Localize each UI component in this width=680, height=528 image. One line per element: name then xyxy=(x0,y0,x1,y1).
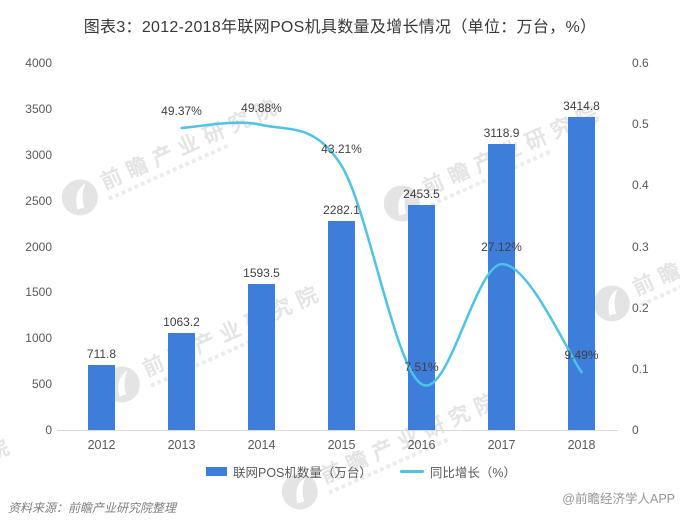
bar-2017 xyxy=(488,143,515,430)
x-axis-label-2018: 2018 xyxy=(567,438,596,452)
bar-value-label-2012: 711.8 xyxy=(86,346,117,361)
legend: 联网POS机数量（万台） 同比增长（%） xyxy=(0,462,680,481)
y-axis-left-tick-label: 3500 xyxy=(25,101,52,116)
legend-item-growth: 同比增长（%） xyxy=(399,462,517,481)
y-axis-right-tick-label: 0 xyxy=(632,423,639,437)
legend-bar-swatch-icon xyxy=(205,467,227,476)
y-axis-right-tick-label: 0.5 xyxy=(632,117,649,132)
legend-label-pos-count: 联网POS机数量（万台） xyxy=(232,466,372,480)
bar-2014 xyxy=(248,283,275,430)
bar-2015 xyxy=(328,220,355,430)
bar-value-label-2018: 3414.8 xyxy=(563,98,600,113)
y-axis-right-tick-label: 0.3 xyxy=(632,239,649,254)
bar-value-label-2016: 2453.5 xyxy=(403,186,440,201)
line-value-label: 49.37% xyxy=(161,104,202,118)
line-value-label: 43.21% xyxy=(321,141,362,156)
bar-value-label-2015: 2282.1 xyxy=(323,202,360,217)
bar-2016 xyxy=(408,204,435,430)
y-axis-left-tick-label: 500 xyxy=(31,377,52,392)
x-axis-label-2017: 2017 xyxy=(487,438,516,452)
y-axis-left-tick-label: 1000 xyxy=(25,331,52,346)
y-axis-right-tick-label: 0.4 xyxy=(632,178,649,193)
watermark: 前瞻产业研究院 xyxy=(56,91,290,222)
line-value-label: 9.49% xyxy=(564,348,599,362)
watermark: 前瞻产业研究院 xyxy=(588,197,680,328)
growth-line xyxy=(180,121,583,387)
footer-credit-text: @前瞻经济学人APP xyxy=(562,492,675,506)
bar-value-label-2013: 1063.2 xyxy=(163,314,200,329)
x-axis-label-2013: 2013 xyxy=(167,438,196,452)
legend-item-pos-count: 联网POS机数量（万台） xyxy=(205,462,372,481)
line-value-label: 49.88% xyxy=(241,100,282,115)
y-axis-right-tick-label: 0.6 xyxy=(632,56,649,70)
chart-title: 图表3：2012-2018年联网POS机具数量及增长情况（单位：万台，%） xyxy=(83,19,597,36)
bar-value-label-2014: 1593.5 xyxy=(243,265,280,280)
y-axis-left-tick-label: 2000 xyxy=(25,239,52,254)
x-axis-line xyxy=(57,430,618,431)
line-value-label: 27.12% xyxy=(481,240,522,255)
watermark-logo-icon xyxy=(593,285,630,322)
x-axis-label-2015: 2015 xyxy=(327,438,356,452)
bar-value-label-2017: 3118.9 xyxy=(483,125,520,140)
y-axis-right-tick-label: 0.2 xyxy=(632,300,649,315)
legend-label-growth: 同比增长（%） xyxy=(429,466,517,480)
y-axis-left-tick-label: 3000 xyxy=(25,147,52,162)
x-axis-label-2012: 2012 xyxy=(87,438,116,452)
bar-2012 xyxy=(88,364,115,430)
y-axis-left-tick-label: 4000 xyxy=(25,56,52,70)
watermark-logo-icon xyxy=(61,179,98,216)
y-axis-left-tick-label: 2500 xyxy=(25,193,52,208)
footer-source-text: 资料来源：前瞻产业研究院整理 xyxy=(8,501,177,515)
y-axis-left-tick-label: 0 xyxy=(45,423,52,437)
watermark-logo-icon xyxy=(281,473,318,510)
y-axis-left-tick-label: 1500 xyxy=(25,285,52,300)
x-axis-label-2014: 2014 xyxy=(247,438,276,452)
y-axis-right-tick-label: 0.1 xyxy=(632,361,649,376)
line-value-label: 7.51% xyxy=(404,360,439,375)
bar-2018 xyxy=(568,116,595,430)
bar-2013 xyxy=(168,332,195,430)
x-axis-label-2016: 2016 xyxy=(407,438,436,452)
watermark: 前瞻产业研究院 xyxy=(276,385,510,516)
legend-line-swatch-icon xyxy=(399,470,424,473)
